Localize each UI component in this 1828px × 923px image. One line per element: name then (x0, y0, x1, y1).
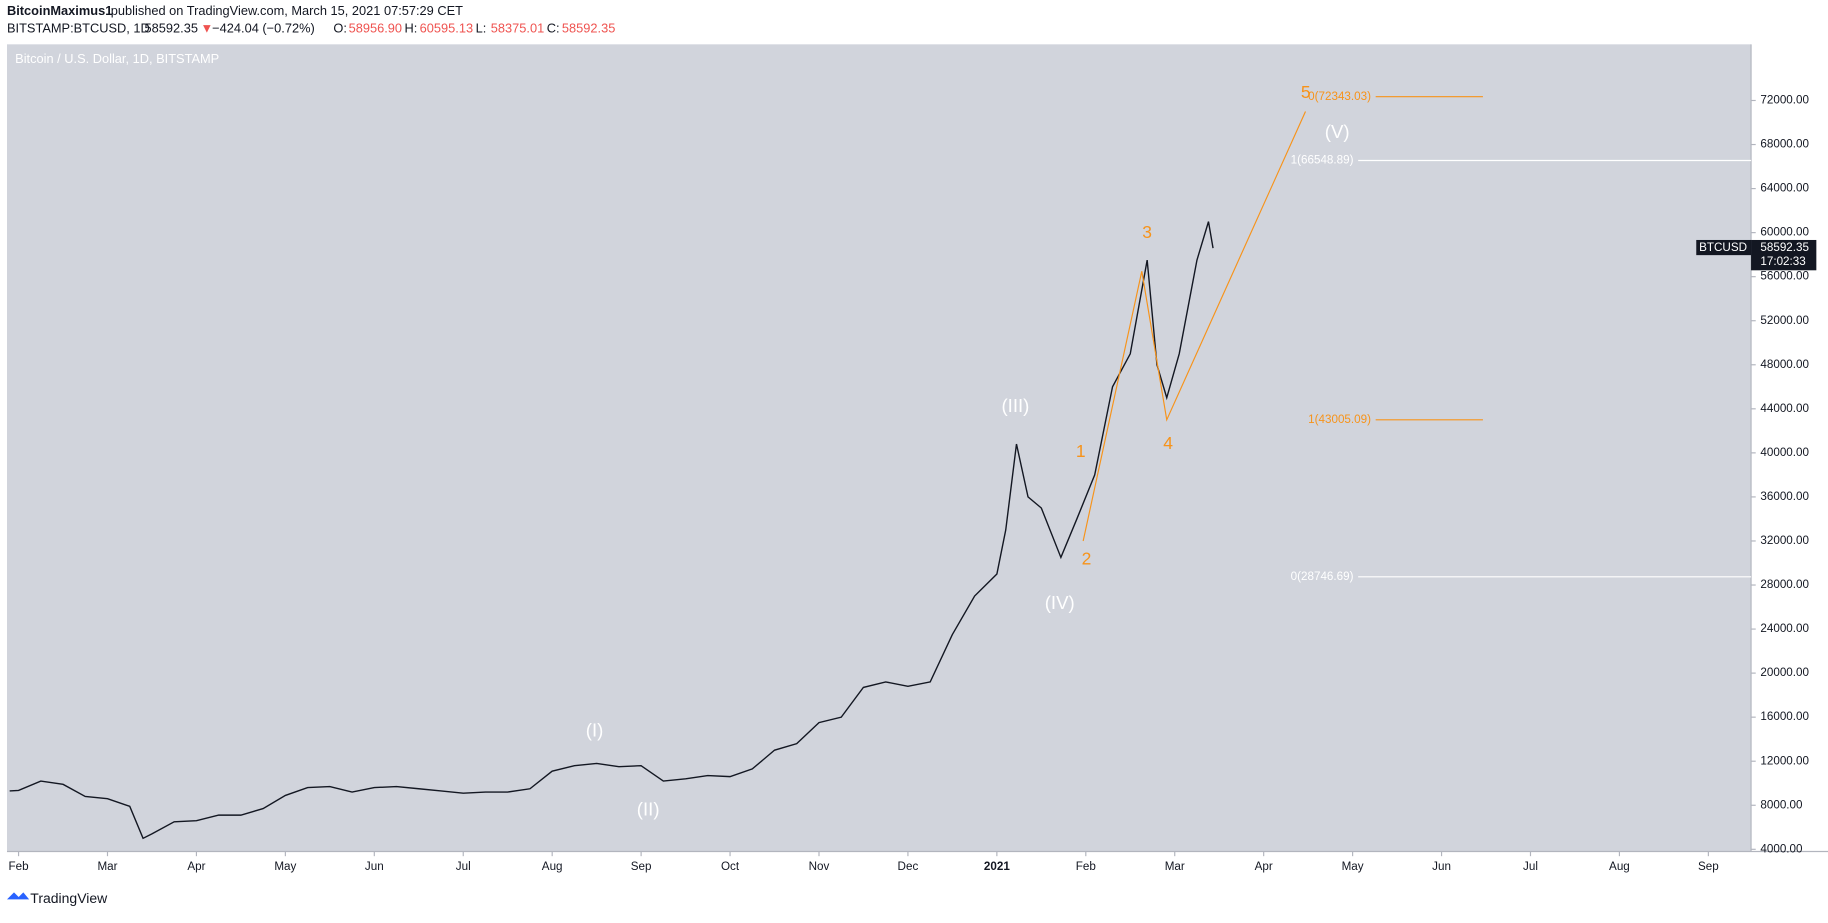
header-field: L: (476, 21, 487, 36)
x-tick-label: Jul (1523, 860, 1538, 873)
x-tick-label: Oct (721, 860, 740, 873)
y-tick-label: 28000.00 (1760, 578, 1809, 591)
y-tick-label: 48000.00 (1760, 358, 1809, 371)
y-tick-label: 64000.00 (1760, 182, 1809, 195)
y-tick-label: 56000.00 (1760, 270, 1809, 283)
plot-background (6, 44, 1752, 852)
y-tick-label: 36000.00 (1760, 490, 1809, 503)
author: BitcoinMaximus1 (7, 3, 112, 18)
x-tick-label: Sep (1698, 860, 1719, 873)
subwave-label: 1 (1076, 441, 1086, 461)
x-tick-label: Dec (898, 860, 919, 873)
x-tick-label: Aug (1609, 860, 1630, 873)
wave-label: (III) (1001, 395, 1029, 416)
y-tick-label: 52000.00 (1760, 314, 1809, 327)
price-tag-symbol: BTCUSD (1699, 241, 1747, 254)
chart-title: Bitcoin / U.S. Dollar, 1D, BITSTAMP (15, 51, 219, 66)
header-field: C: (547, 21, 560, 36)
wave-label: (I) (586, 719, 604, 740)
fib-label: 0(28746.69) (1291, 570, 1354, 583)
subwave-label: 3 (1142, 222, 1152, 242)
x-tick-label: Apr (187, 860, 205, 873)
fib-label: 1(43005.09) (1308, 413, 1371, 426)
price-line (9, 221, 1214, 840)
published: published on TradingView.com, March 15, … (111, 3, 463, 18)
footer-brand: TradingView (30, 890, 108, 906)
x-tick-label: May (1342, 860, 1364, 873)
x-tick-label: Apr (1255, 860, 1273, 873)
x-tick-label: Jun (365, 860, 384, 873)
header-field: 58592.35 (145, 21, 198, 36)
header-field: 58956.90 (349, 21, 402, 36)
header-field: 60595.13 (420, 21, 473, 36)
y-tick-label: 24000.00 (1760, 622, 1809, 635)
wave-label: (V) (1325, 121, 1350, 142)
y-tick-label: 40000.00 (1760, 446, 1809, 459)
price-tag-time: 17:02:33 (1760, 255, 1805, 268)
currency: USD (1774, 55, 1797, 66)
subwave-label: 2 (1082, 549, 1092, 569)
price-tag-bg (1696, 239, 1752, 256)
y-tick-label: 44000.00 (1760, 402, 1809, 415)
x-tick-label: 2021 (984, 860, 1010, 873)
y-tick-label: 16000.00 (1760, 710, 1809, 723)
price-tag-value: 58592.35 (1760, 241, 1809, 254)
header-field: 58592.35 (562, 21, 615, 36)
x-tick-label: Feb (9, 860, 29, 873)
fib-label: 0(72343.03) (1308, 90, 1371, 103)
wave-label: (II) (637, 799, 660, 820)
x-tick-label: Mar (97, 860, 117, 873)
y-tick-label: 12000.00 (1760, 754, 1809, 767)
y-tick-label: 4000.00 (1760, 842, 1803, 855)
y-tick-label: 32000.00 (1760, 534, 1809, 547)
wave-label: (IV) (1045, 592, 1075, 613)
y-tick-label: 20000.00 (1760, 666, 1809, 679)
y-tick-label: 60000.00 (1760, 226, 1809, 239)
logo (6, 892, 30, 900)
x-tick-label: May (274, 860, 296, 873)
x-tick-label: Mar (1165, 860, 1185, 873)
x-tick-label: Nov (809, 860, 830, 873)
y-tick-label: 68000.00 (1760, 138, 1809, 151)
price-line (1082, 111, 1307, 542)
x-tick-label: Feb (1076, 860, 1096, 873)
y-tick-label: 72000.00 (1760, 94, 1809, 107)
header-field: −424.04 (−0.72%) (212, 21, 315, 36)
x-tick-label: Jun (1432, 860, 1451, 873)
subwave-label: 5 (1301, 82, 1311, 102)
x-tick-label: Sep (631, 860, 652, 873)
x-tick-label: Jul (456, 860, 471, 873)
header-field: O: (333, 21, 347, 36)
price-tag-bg (1751, 239, 1817, 271)
subwave-label: 4 (1163, 433, 1173, 453)
header-field: BITSTAMP:BTCUSD, 1D (7, 21, 150, 36)
fib-label: 1(66548.89) (1291, 154, 1354, 167)
header-field: 58375.01 (491, 21, 544, 36)
y-tick-label: 8000.00 (1760, 798, 1803, 811)
header-field: H: (405, 21, 418, 36)
header-field: ▼ (201, 21, 214, 36)
x-tick-label: Aug (542, 860, 563, 873)
